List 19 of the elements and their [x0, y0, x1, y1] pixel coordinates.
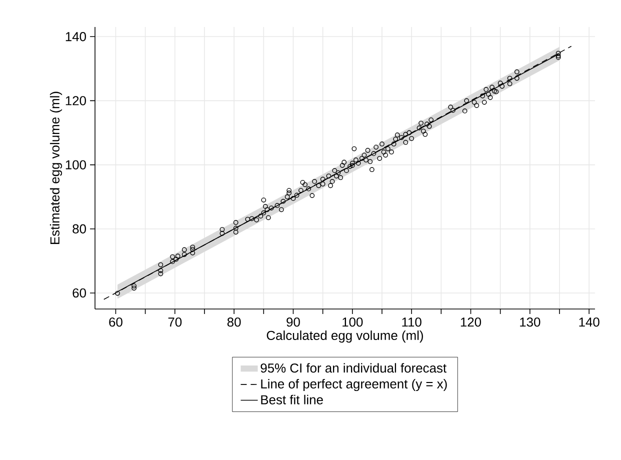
legend-label: Best fit line [261, 394, 323, 404]
x-tick-label: 70 [168, 317, 182, 327]
x-tick-label: 80 [227, 317, 241, 327]
y-tick-label: 100 [66, 160, 86, 170]
y-tick-label: 60 [72, 288, 86, 298]
x-tick-label: 60 [109, 317, 122, 327]
x-tick-label: 100 [342, 317, 363, 327]
x-tick-label: 120 [460, 317, 482, 327]
x-tick-label: 110 [402, 317, 422, 327]
text: 95% CI for an individual forecast [260, 363, 446, 373]
y-tick-label: 120 [66, 96, 86, 106]
x-axis-title: Calculated egg volume (ml) [266, 330, 423, 343]
x-tick-label: 130 [520, 317, 540, 327]
y-axis-title: Estimated egg volume (ml) [50, 92, 62, 244]
y-tick-label: 80 [72, 224, 86, 234]
y-tick-label: 140 [66, 32, 86, 42]
x-tick-label: 140 [579, 317, 600, 327]
legend-label: Line of perfect agreement (y = x) [261, 378, 447, 392]
x-tick-label: 90 [286, 317, 300, 327]
